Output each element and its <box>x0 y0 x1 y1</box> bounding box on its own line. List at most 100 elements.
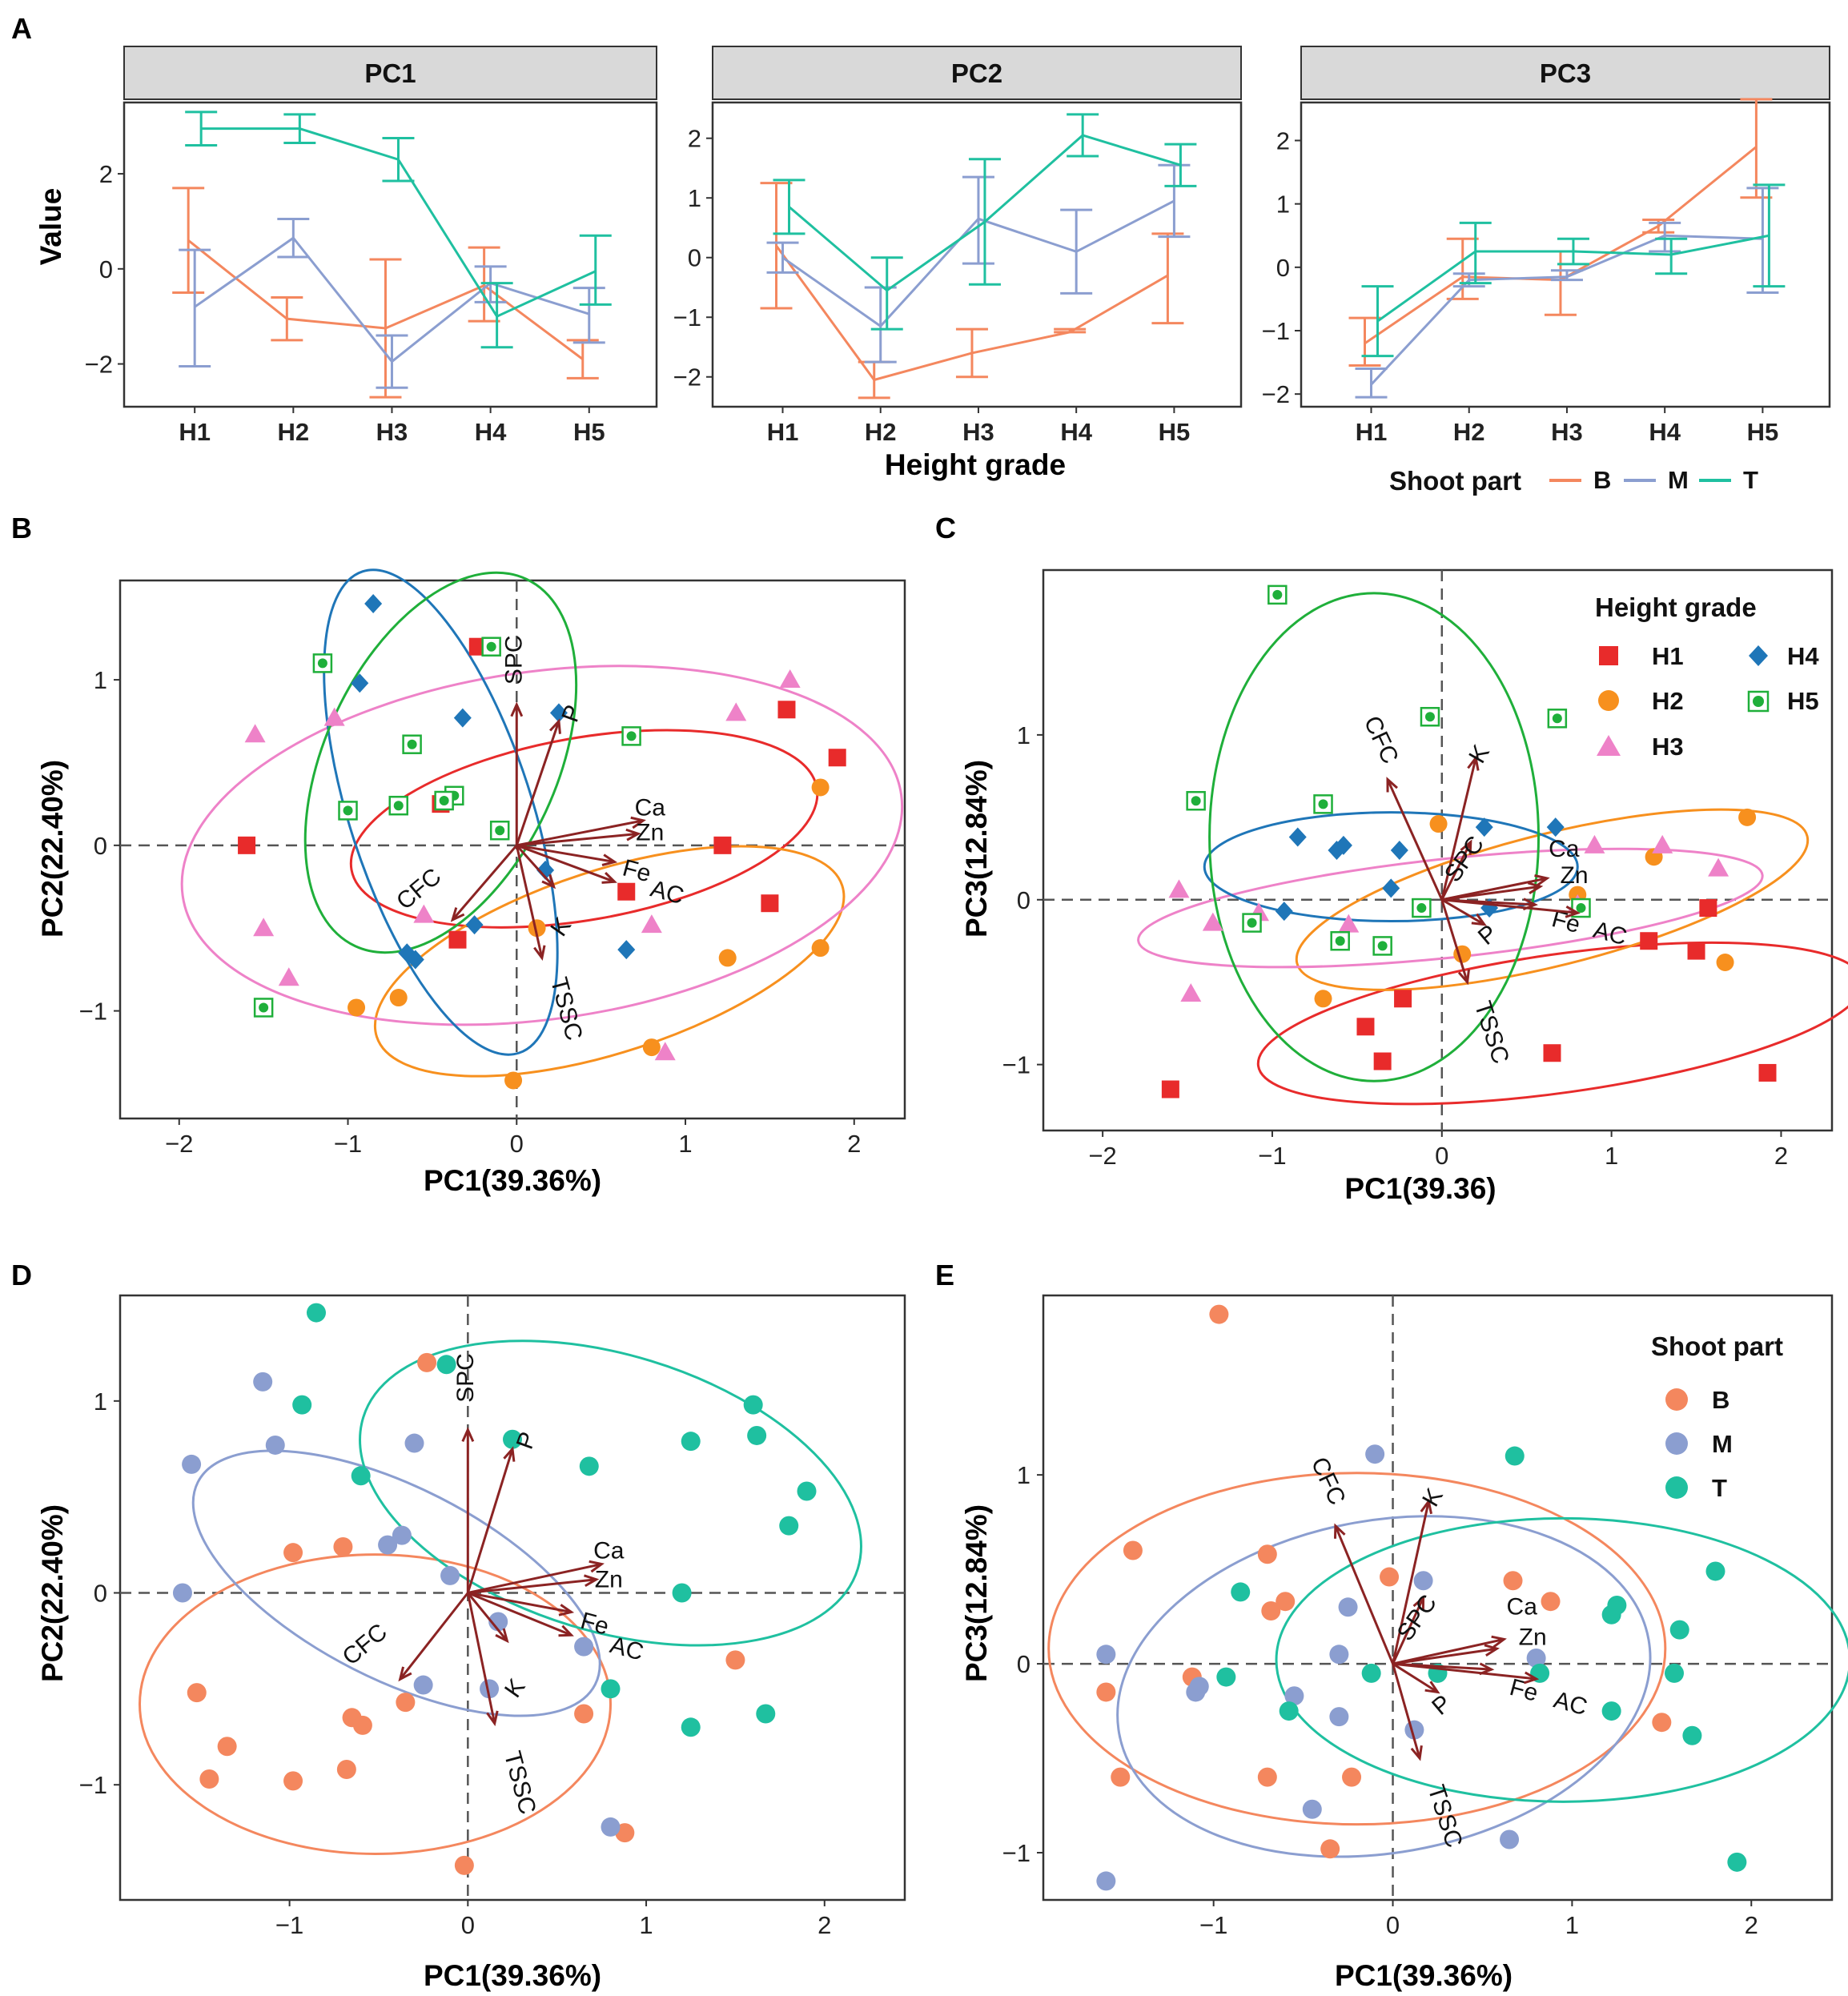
loading-arrow-tssc <box>515 845 544 958</box>
legend-c-label-h1: H1 <box>1652 642 1684 670</box>
x-tick-label: H2 <box>865 418 897 446</box>
loading-arrowhead <box>495 1628 509 1644</box>
point-h3 <box>1202 912 1223 931</box>
loading-arrowhead <box>1565 906 1581 918</box>
plot-frame <box>119 1294 906 1902</box>
point-h4 <box>351 673 369 693</box>
facet-frame <box>1300 101 1831 408</box>
y-tick-label: 1 <box>1017 721 1030 749</box>
legend-a-label-m: M <box>1668 466 1689 494</box>
point-t <box>743 1395 763 1415</box>
point-h3 <box>725 702 747 721</box>
point-h2 <box>718 949 737 967</box>
point-h4 <box>364 593 383 613</box>
legend-height-grade: Height grade H1 H2 H3 H4 H5 <box>1595 592 1819 761</box>
x-tick-label: 2 <box>1745 1911 1758 1939</box>
loading-arrow-tssc <box>1392 1663 1421 1759</box>
x-tick-label: −1 <box>1258 1142 1286 1170</box>
point-h5-dot <box>495 825 505 836</box>
x-tick-label: 1 <box>639 1911 653 1939</box>
confidence-ellipse-b <box>139 1553 612 1855</box>
point-m <box>601 1817 621 1837</box>
point-t <box>672 1583 692 1603</box>
confidence-ellipse-h5 <box>1208 592 1541 1082</box>
legend-shoot-part-e: Shoot part B M T <box>1651 1331 1783 1502</box>
point-b <box>1261 1601 1281 1621</box>
loading-label-spc: SPC <box>501 635 528 685</box>
facet-strip-title: PC3 <box>1540 58 1591 88</box>
loading-label-p: P <box>1427 1690 1456 1721</box>
loading-arrow-k <box>1440 757 1477 901</box>
loading-label-ca: Ca <box>635 795 666 821</box>
loading-label-fe: Fe <box>620 855 653 888</box>
point-t <box>1669 1620 1689 1640</box>
y-tick-label: −1 <box>1262 317 1290 345</box>
point-t <box>1231 1582 1251 1602</box>
loading-arrowhead <box>1424 1681 1440 1694</box>
facet-strip <box>123 46 657 100</box>
x-tick-label: H4 <box>1649 418 1681 446</box>
loading-arrow-fe <box>516 844 615 863</box>
y-tick-label: 0 <box>99 255 113 283</box>
point-t <box>1361 1663 1381 1683</box>
point-t <box>351 1466 371 1486</box>
loading-label-zn: Zn <box>595 1566 623 1592</box>
confidence-ellipse-h5 <box>303 571 578 954</box>
point-h3 <box>323 707 345 726</box>
facet-frame <box>711 101 1243 408</box>
point-m <box>1096 1871 1116 1891</box>
loading-arrowhead <box>1412 1595 1425 1611</box>
loading-arrowhead <box>503 1446 516 1462</box>
point-h2 <box>1738 808 1757 826</box>
legend-shoot-part-a: Shoot part B M T <box>1389 466 1758 496</box>
point-h5-dot <box>1247 918 1257 928</box>
loading-arrowhead <box>1460 839 1472 855</box>
loading-arrowhead <box>1420 1498 1432 1515</box>
loading-arrowhead <box>601 872 617 884</box>
point-b <box>352 1715 372 1735</box>
point-m <box>1302 1799 1322 1819</box>
loading-arrow-k <box>1392 1500 1430 1665</box>
x-tick-label: −1 <box>334 1130 362 1158</box>
loading-arrowhead <box>1527 882 1544 894</box>
point-h3 <box>413 904 435 923</box>
loading-label-zn: Zn <box>1561 862 1589 889</box>
point-b <box>574 1704 594 1724</box>
x-tick-label: 2 <box>818 1911 831 1939</box>
loading-label-spc: SPC <box>452 1353 479 1403</box>
panel-a-x-title: Height grade <box>885 448 1066 481</box>
point-h4 <box>465 915 484 935</box>
loading-arrowhead <box>1471 913 1487 926</box>
point-h4 <box>617 940 636 960</box>
point-h2 <box>1716 954 1734 971</box>
panel-d-x-title: PC1(39.36%) <box>424 1959 601 1992</box>
panel-tag-e: E <box>935 1259 954 1291</box>
loading-arrow-zn <box>468 1578 597 1594</box>
loading-label-k: K <box>545 913 576 941</box>
point-m <box>413 1675 433 1695</box>
loading-arrowhead <box>589 1560 605 1573</box>
plot-frame <box>1042 1294 1834 1902</box>
point-h2 <box>642 1038 661 1057</box>
point-h4 <box>1475 817 1493 837</box>
loading-label-tssc: TSSC <box>499 1749 541 1817</box>
loading-arrowhead <box>533 945 546 962</box>
x-tick-label: H3 <box>962 418 994 446</box>
point-h5-dot <box>486 641 496 652</box>
x-tick-label: H1 <box>1356 418 1388 446</box>
point-h3 <box>244 724 266 743</box>
x-tick-label: H1 <box>179 418 211 446</box>
x-tick-label: 1 <box>1605 1142 1618 1170</box>
point-b <box>283 1543 303 1563</box>
loading-arrow-zn <box>1392 1647 1497 1665</box>
loading-arrow-k <box>516 844 555 888</box>
point-h3 <box>1180 983 1202 1002</box>
x-tick-label: 2 <box>847 1130 861 1158</box>
confidence-ellipse-h4 <box>1203 811 1579 923</box>
point-b <box>1541 1592 1561 1612</box>
legend-c-title: Height grade <box>1595 592 1757 622</box>
loading-arrow-ca <box>1392 1637 1505 1665</box>
legend-e-label-b: B <box>1712 1386 1729 1414</box>
facet-pc3: PC3 −2 −1 0 1 2 H1 H2 H3 H4 H5 <box>1262 46 1831 446</box>
